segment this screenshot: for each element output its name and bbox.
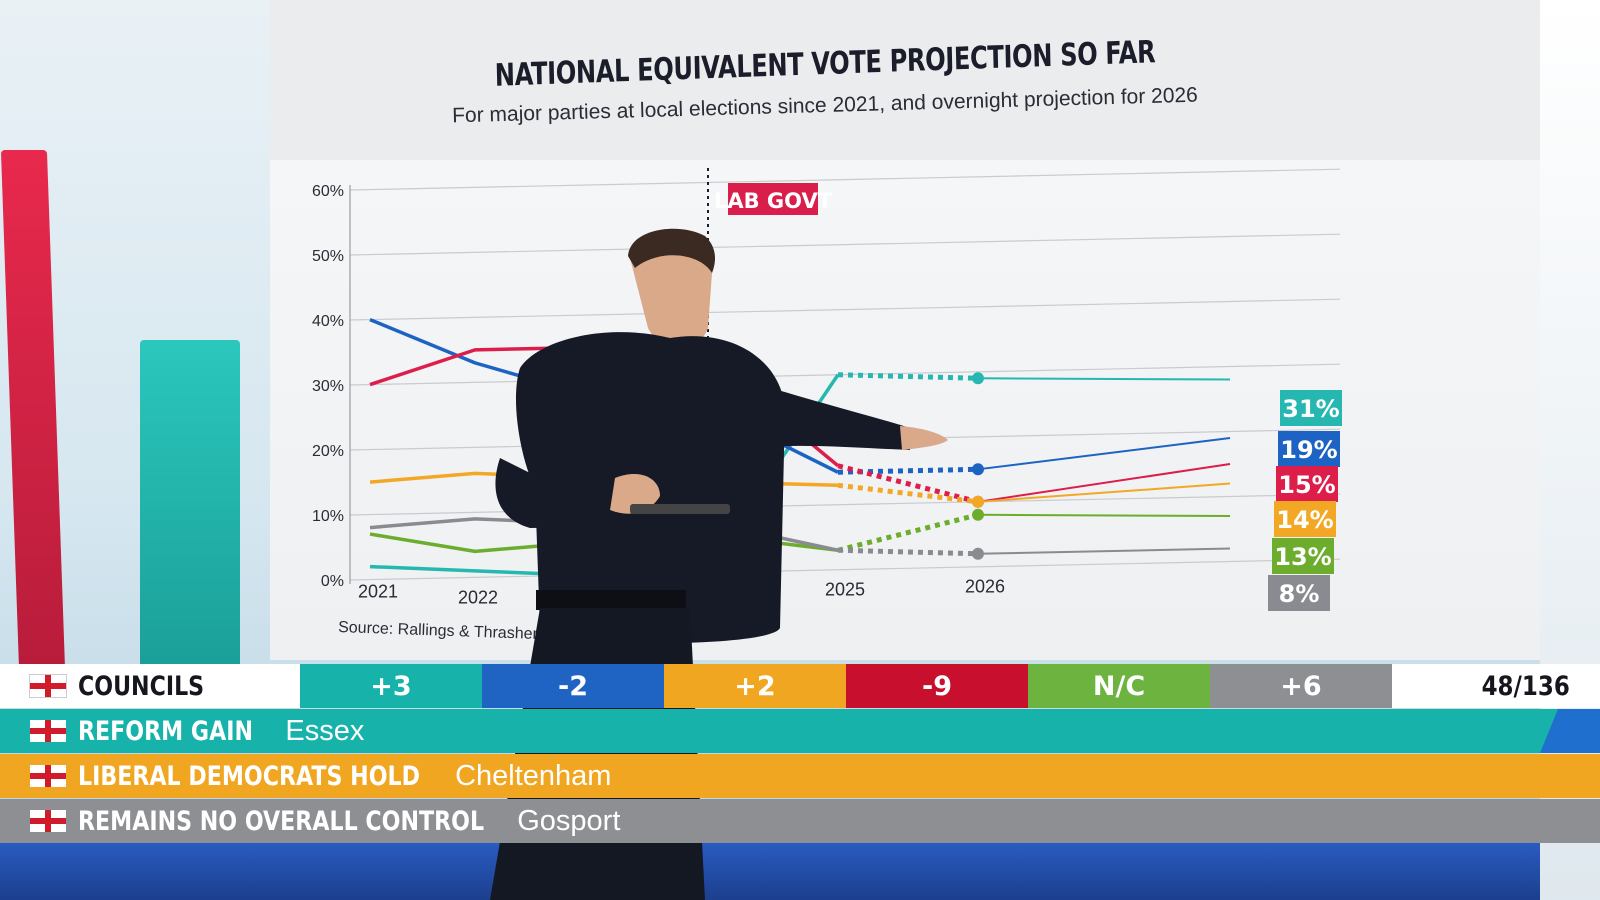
series-projection-line xyxy=(977,482,1231,503)
series-projection-dash xyxy=(837,512,979,553)
lab-govt-label: LAB GOVT xyxy=(714,189,833,213)
gridline xyxy=(349,168,1341,191)
series-projection-line xyxy=(977,513,1231,518)
result-label: LIBERAL DEMOCRATS HOLD xyxy=(78,760,421,792)
projection-badge xyxy=(1272,538,1334,574)
projection-badge xyxy=(1278,431,1340,467)
x-tick-label: 2022 xyxy=(458,587,498,607)
gridline xyxy=(349,558,1341,581)
councils-change-green: N/C xyxy=(1028,664,1210,708)
y-tick-label: 60% xyxy=(312,183,344,200)
y-tick-label: 30% xyxy=(312,378,344,395)
gridline xyxy=(349,298,1341,321)
series-projection-line xyxy=(977,437,1231,471)
studio-floor xyxy=(0,840,1600,900)
result-row-reform: REFORM GAIN Essex xyxy=(0,709,1600,753)
series-projection-line xyxy=(977,547,1231,555)
england-flag-icon xyxy=(30,720,66,742)
projection-badge xyxy=(1280,390,1342,426)
series-projection-dash xyxy=(837,463,979,505)
result-row-libdem: LIBERAL DEMOCRATS HOLD Cheltenham xyxy=(0,754,1600,798)
x-tick-label: 2025 xyxy=(825,580,865,600)
gridline xyxy=(349,363,1341,386)
projection-badge xyxy=(1268,575,1330,611)
result-place: Cheltenham xyxy=(455,759,612,792)
projection-badge-label: 14% xyxy=(1276,506,1333,534)
x-tick-label: 2026 xyxy=(965,577,1005,597)
series-projection-dash xyxy=(837,482,979,505)
result-place: Essex xyxy=(285,714,365,747)
england-flag-icon xyxy=(30,765,66,787)
result-label: REFORM GAIN xyxy=(78,715,253,747)
councils-row: COUNCILS +3 -2 +2 -9 N/C +6 48/136 xyxy=(0,664,1600,708)
chart-header xyxy=(270,0,1540,160)
background-teal-bar xyxy=(140,340,240,670)
england-flag-icon xyxy=(30,675,66,697)
projection-badge-label: 19% xyxy=(1280,436,1337,464)
x-tick-label: 2021 xyxy=(358,581,398,601)
projection-badge-label: 8% xyxy=(1279,580,1320,608)
y-tick-label: 0% xyxy=(321,573,344,590)
projection-badge xyxy=(1274,501,1336,537)
projection-badge-label: 13% xyxy=(1274,543,1331,571)
series-projection-line xyxy=(977,463,1231,503)
councils-change-conservative: -9 xyxy=(846,664,1028,708)
y-tick-label: 40% xyxy=(312,313,344,330)
result-row-noc: REMAINS NO OVERALL CONTROL Gosport xyxy=(0,799,1600,843)
england-flag-icon xyxy=(30,810,66,832)
councils-change-reform: +3 xyxy=(300,664,482,708)
projection-badge xyxy=(1276,466,1338,502)
councils-change-other: +6 xyxy=(1210,664,1392,708)
projection-badge-label: 15% xyxy=(1278,471,1335,499)
councils-total: 48/136 xyxy=(1481,670,1570,702)
councils-label: COUNCILS xyxy=(78,670,205,702)
lab-govt-badge xyxy=(728,183,818,215)
chart-source: Source: Rallings & Thrasher xyxy=(338,619,539,643)
y-tick-label: 10% xyxy=(312,508,344,525)
series-projection-line xyxy=(977,377,1231,381)
series-projection-dash xyxy=(837,547,979,557)
gridline xyxy=(349,233,1341,256)
projection-badge-label: 31% xyxy=(1282,395,1339,423)
councils-change-libdem: +2 xyxy=(664,664,846,708)
y-tick-label: 20% xyxy=(312,443,344,460)
series-projection-dash xyxy=(837,372,979,381)
y-tick-label: 50% xyxy=(312,248,344,265)
councils-change-labour: -2 xyxy=(482,664,664,708)
result-place: Gosport xyxy=(517,804,621,837)
result-label: REMAINS NO OVERALL CONTROL xyxy=(78,805,485,837)
